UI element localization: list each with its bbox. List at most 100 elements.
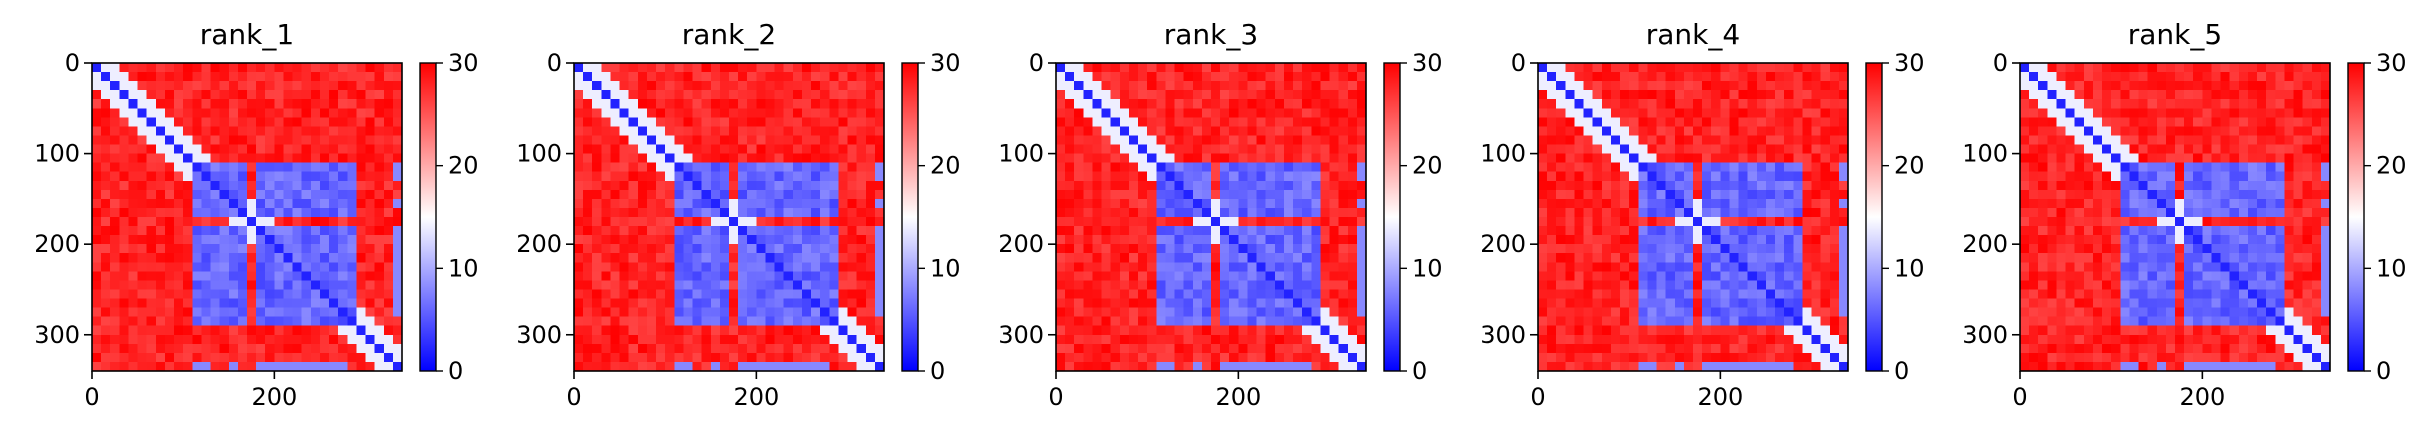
heatmap-cell bbox=[610, 217, 621, 227]
heatmap-cell bbox=[838, 81, 849, 91]
heatmap-cell bbox=[146, 298, 157, 309]
heatmap-cell bbox=[374, 99, 385, 109]
heatmap-cell bbox=[210, 189, 221, 200]
heatmap-cell bbox=[1674, 352, 1685, 363]
heatmap-cell bbox=[1683, 90, 1694, 100]
heatmap-cell bbox=[1283, 198, 1294, 209]
heatmap-cell bbox=[701, 289, 712, 300]
heatmap-cell bbox=[829, 171, 840, 182]
heatmap-cell bbox=[1138, 325, 1148, 336]
heatmap-cell bbox=[1192, 271, 1203, 282]
heatmap-cell bbox=[1247, 262, 1258, 272]
heatmap-cell bbox=[110, 135, 120, 146]
heatmap-cell bbox=[774, 217, 785, 227]
heatmap-cell bbox=[365, 289, 376, 300]
heatmap-cell bbox=[319, 99, 330, 109]
heatmap-cell bbox=[110, 280, 120, 291]
heatmap-cell bbox=[756, 262, 767, 272]
heatmap-cell bbox=[1702, 90, 1712, 100]
heatmap-cell bbox=[692, 189, 703, 200]
heatmap-cell bbox=[101, 72, 111, 82]
heatmap-cell bbox=[1565, 343, 1576, 354]
heatmap-cell bbox=[1074, 117, 1084, 128]
heatmap-cell bbox=[1229, 226, 1239, 236]
heatmap-cell bbox=[155, 352, 166, 363]
heatmap-cell bbox=[92, 135, 102, 146]
heatmap-cell bbox=[1220, 135, 1230, 146]
heatmap-cell bbox=[2120, 90, 2131, 100]
heatmap-cell bbox=[1101, 280, 1112, 291]
heatmap-cell bbox=[1756, 99, 1767, 109]
heatmap-cell bbox=[1765, 180, 1776, 191]
heatmap-cell bbox=[237, 189, 248, 200]
heatmap-cell bbox=[1829, 99, 1840, 109]
heatmap-cell bbox=[1693, 99, 1703, 109]
heatmap-cell bbox=[137, 316, 148, 327]
heatmap-cell bbox=[2047, 117, 2058, 128]
heatmap-cell bbox=[1647, 244, 1658, 254]
heatmap-cell bbox=[1601, 271, 1612, 282]
heatmap-cell bbox=[128, 361, 139, 372]
heatmap-cell bbox=[1538, 162, 1548, 173]
heatmap-cell bbox=[1092, 289, 1103, 300]
heatmap-cell bbox=[1802, 198, 1813, 209]
heatmap-cell bbox=[92, 307, 102, 318]
heatmap-cell bbox=[1329, 180, 1340, 191]
heatmap-cell bbox=[856, 307, 867, 318]
heatmap-cell bbox=[619, 162, 630, 173]
heatmap-cell bbox=[811, 63, 821, 73]
heatmap-cell bbox=[101, 316, 111, 327]
heatmap-cell bbox=[92, 217, 102, 227]
heatmap-cell bbox=[365, 352, 376, 363]
heatmap-cell bbox=[219, 334, 230, 345]
heatmap-cell bbox=[92, 207, 102, 218]
heatmap-cell bbox=[1647, 352, 1658, 363]
heatmap-cell bbox=[1674, 162, 1685, 173]
heatmap-cell bbox=[847, 180, 858, 191]
heatmap-cell bbox=[1329, 99, 1340, 109]
heatmap-cell bbox=[256, 280, 266, 291]
heatmap-cell bbox=[365, 126, 376, 137]
heatmap-cell bbox=[1092, 235, 1103, 245]
heatmap-cell bbox=[383, 135, 394, 146]
heatmap-cell bbox=[92, 153, 102, 164]
heatmap-cell bbox=[665, 343, 675, 354]
heatmap-cell bbox=[301, 162, 312, 173]
heatmap-cell bbox=[365, 135, 376, 146]
heatmap-cell bbox=[1347, 343, 1358, 354]
heatmap-cell bbox=[1128, 244, 1139, 254]
heatmap-cell bbox=[174, 171, 184, 182]
heatmap-cell bbox=[1592, 207, 1603, 218]
heatmap-cell bbox=[1747, 153, 1758, 164]
heatmap-cell bbox=[292, 352, 303, 363]
heatmap-cell bbox=[1775, 90, 1785, 100]
heatmap-cell bbox=[1311, 198, 1322, 209]
heatmap-cell bbox=[1138, 334, 1148, 345]
heatmap-cell bbox=[310, 126, 321, 137]
heatmap-cell bbox=[1610, 162, 1621, 173]
heatmap-cell bbox=[192, 361, 203, 372]
heatmap-cell bbox=[2129, 126, 2140, 137]
heatmap-cell bbox=[1765, 253, 1776, 263]
heatmap-cell bbox=[2129, 72, 2140, 82]
heatmap-cell bbox=[1702, 81, 1712, 91]
heatmap-cell bbox=[1293, 289, 1303, 300]
heatmap-cell bbox=[228, 153, 239, 164]
heatmap-cell bbox=[1547, 162, 1557, 173]
heatmap-cell bbox=[265, 117, 275, 128]
heatmap-cell bbox=[1283, 289, 1294, 300]
heatmap-cell bbox=[801, 325, 812, 336]
heatmap-cell bbox=[674, 144, 685, 155]
heatmap-cell bbox=[865, 298, 876, 309]
heatmap-cell bbox=[1356, 271, 1367, 282]
heatmap-cell bbox=[1656, 144, 1667, 155]
heatmap-cell bbox=[729, 262, 739, 272]
heatmap-cell bbox=[1174, 298, 1185, 309]
heatmap-cell bbox=[1592, 117, 1603, 128]
heatmap-cell bbox=[164, 108, 175, 118]
heatmap-cell bbox=[174, 81, 184, 91]
heatmap-cell bbox=[192, 298, 203, 309]
heatmap-cell bbox=[1838, 135, 1849, 146]
heatmap-cell bbox=[1156, 334, 1167, 345]
heatmap-cell bbox=[1065, 361, 1075, 372]
